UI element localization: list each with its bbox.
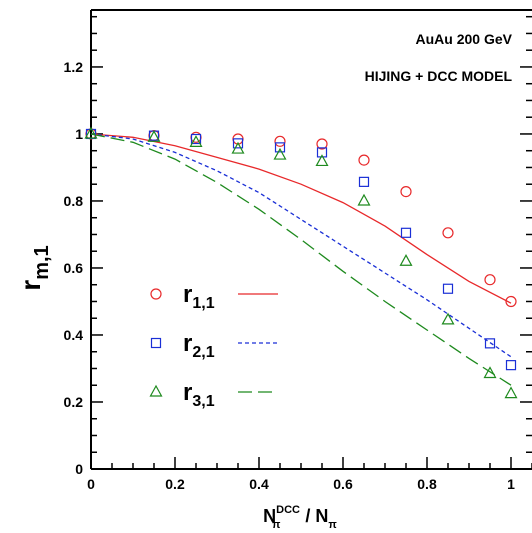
x-title-denom-sub: π (328, 519, 337, 531)
legend-label-r1-1: r1,1 (183, 281, 215, 312)
legend-marker-r1-1 (150, 288, 162, 300)
point-r1-1 (484, 274, 496, 286)
axis-ticks: 0 0.2 0.4 0.6 0.8 1 0 0.2 0.4 0.6 0.8 1 1.2 (64, 15, 532, 492)
annotation-model: HIJING + DCC MODEL (365, 68, 513, 84)
point-r3-1 (399, 254, 413, 266)
curve-r3-1 (90, 133, 512, 386)
point-r3-1 (147, 130, 161, 142)
y-tick-label: 0.8 (64, 193, 84, 209)
point-r3-1 (315, 154, 329, 167)
legend: r1,1r2,1r3,1 (149, 281, 278, 410)
x-axis-title: NDCC π / Nπ (263, 504, 337, 531)
point-r3-1 (231, 141, 245, 154)
legend-label-sub: 3,1 (192, 393, 214, 410)
data-markers (84, 126, 518, 399)
x-tick-label: 0.8 (417, 476, 437, 492)
curve-r2-1 (90, 133, 512, 358)
x-title-main: N (263, 506, 276, 526)
annotation-energy: AuAu 200 GeV (416, 31, 513, 47)
point-r1-1 (400, 185, 412, 198)
legend-label-r3-1: r3,1 (183, 379, 215, 410)
y-title-sub: m,1 (31, 245, 53, 279)
point-r2-1 (484, 338, 496, 349)
y-tick-label: 0.6 (64, 260, 84, 276)
point-r3-1 (84, 126, 98, 139)
x-tick-label: 1 (507, 476, 515, 492)
point-r2-1 (400, 227, 412, 238)
x-tick-label: 0.6 (333, 476, 353, 492)
model-curves (90, 133, 512, 386)
x-tick-label: 0.2 (165, 476, 185, 492)
legend-label-sub: 2,1 (192, 344, 214, 361)
y-tick-label: 0.2 (64, 394, 84, 410)
point-r2-1 (358, 176, 370, 187)
x-tick-label: 0 (87, 476, 95, 492)
y-tick-label: 1 (75, 126, 83, 142)
legend-label-main: r (183, 281, 192, 308)
point-r1-1 (316, 138, 328, 150)
y-axis-title: rm,1 (15, 245, 53, 290)
legend-marker-r3-1 (149, 384, 163, 397)
x-title-sup: DCC (276, 504, 300, 516)
point-r2-1 (505, 360, 517, 371)
point-r2-1 (442, 283, 454, 294)
legend-label-r2-1: r2,1 (183, 330, 215, 361)
legend-label-main: r (183, 379, 192, 406)
point-r3-1 (441, 312, 455, 325)
y-tick-label: 0.4 (64, 327, 84, 343)
x-tick-label: 0.4 (249, 476, 269, 492)
point-r3-1 (189, 135, 203, 147)
point-r2-1 (232, 138, 244, 149)
point-r1-1 (505, 295, 517, 308)
point-r3-1 (273, 147, 287, 160)
curve-r1-1 (90, 133, 512, 304)
point-r3-1 (357, 193, 371, 206)
x-title-separator: / (300, 506, 315, 526)
point-r3-1 (504, 386, 518, 399)
legend-marker-r2-1 (150, 337, 162, 349)
y-tick-label: 1.2 (64, 59, 84, 75)
x-title-sub: π (272, 519, 281, 531)
y-tick-label: 0 (75, 461, 83, 477)
point-r1-1 (442, 227, 454, 239)
legend-label-sub: 1,1 (192, 295, 214, 312)
legend-label-main: r (183, 330, 192, 357)
point-r1-1 (274, 135, 286, 147)
point-r3-1 (483, 366, 497, 379)
annotations: AuAu 200 GeV HIJING + DCC MODEL (365, 31, 513, 84)
axis-titles: NDCC π / Nπ rm,1 (15, 245, 337, 531)
point-r2-1 (316, 147, 328, 158)
x-title-denom: N (315, 506, 328, 526)
point-r1-1 (358, 154, 370, 166)
y-title-main: r (15, 280, 46, 291)
plot-frame (90, 9, 532, 470)
point-r2-1 (190, 133, 202, 145)
point-r2-1 (274, 142, 286, 153)
